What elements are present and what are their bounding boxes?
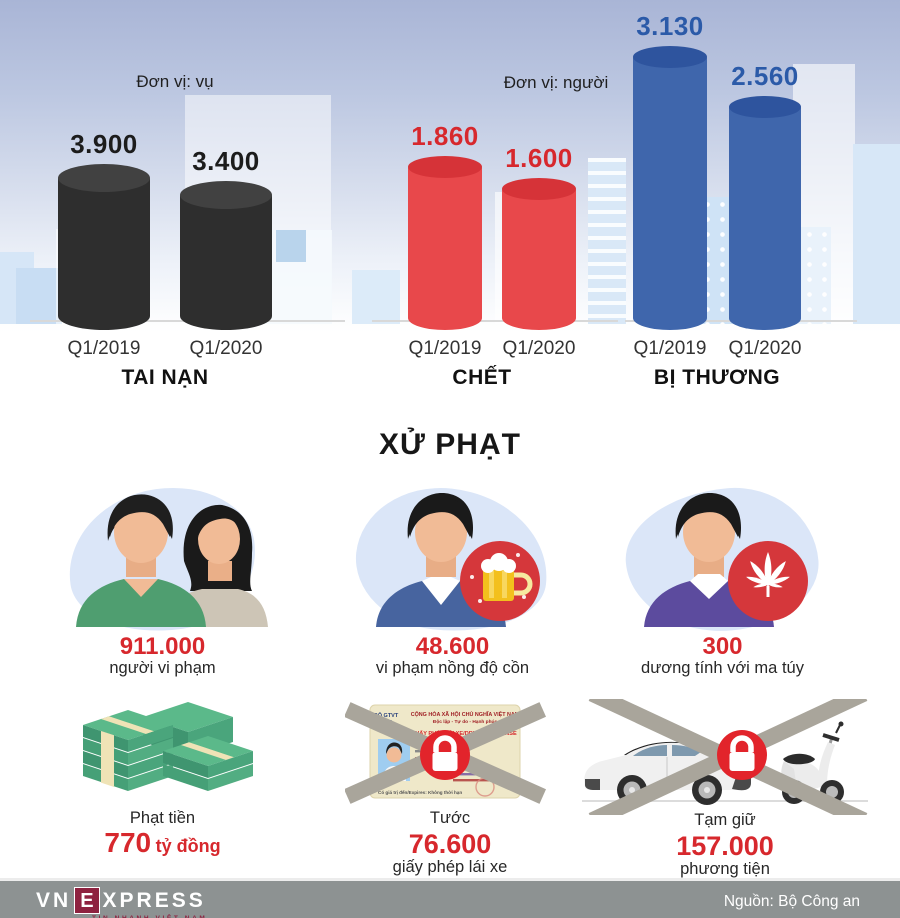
license-agency: BỘ GTVT bbox=[374, 711, 399, 719]
logo-xpress: XPRESS bbox=[102, 889, 206, 912]
bar-value: 1.600 bbox=[505, 143, 573, 173]
license-expiry: Có giá trị đến/Expires: Không thời hạn bbox=[378, 789, 462, 795]
building-shape bbox=[276, 230, 306, 262]
section-title: XỬ PHẠT bbox=[379, 428, 521, 461]
x-tick: Q1/2020 bbox=[189, 338, 263, 359]
fine-amount: 770 tỷ đồng bbox=[60, 827, 265, 859]
revoked-license-icon: BỘ GTVT MOT CỘNG HÒA XÃ HỘI CHỦ NGHĨA VI… bbox=[345, 702, 547, 804]
penalty-value: 300 bbox=[702, 633, 743, 660]
penalty-card-violators: 911.000 người vi phạm bbox=[59, 476, 268, 685]
unit-label-people: Đơn vị: người bbox=[503, 73, 609, 92]
penalty-card-alcohol: 48.600 vi phạm nồng độ cồn bbox=[349, 479, 555, 685]
bar-accidents-2020 bbox=[180, 181, 272, 330]
penalty-card-fines: Phạt tiền 770 tỷ đồng bbox=[60, 695, 265, 875]
couple-icon bbox=[75, 494, 268, 627]
penalty-label: người vi phạm bbox=[109, 659, 216, 677]
bar-value: 3.400 bbox=[192, 146, 260, 176]
axis-baseline bbox=[372, 320, 618, 322]
penalty-value: 76.600 bbox=[408, 829, 492, 859]
chart-section: Đơn vị: vụ Đơn vị: người 3.900 3.400 1.8… bbox=[0, 0, 900, 332]
drug-positive-icon bbox=[643, 493, 808, 627]
x-tick: Q1/2019 bbox=[408, 338, 482, 359]
building-shape bbox=[588, 158, 626, 324]
penalty-value: 157.000 bbox=[676, 831, 774, 861]
x-tick: Q1/2020 bbox=[502, 338, 576, 359]
logo-e-box: E bbox=[74, 887, 100, 914]
fine-value: 770 bbox=[104, 827, 152, 858]
lock-icon bbox=[717, 730, 767, 780]
penalty-label: vi phạm nồng độ cồn bbox=[375, 659, 530, 677]
chart-title-deaths: CHẾT bbox=[452, 366, 512, 389]
license-title: GIẤY PHÉP LÁI XE/DRIVER'S LICENSE bbox=[413, 729, 517, 737]
penalty-label: giấy phép lái xe bbox=[392, 858, 508, 876]
bar-value: 2.560 bbox=[731, 61, 799, 91]
penalty-label: phương tiện bbox=[680, 860, 770, 878]
penalty-title: Phạt tiền bbox=[129, 809, 196, 827]
beer-violation-icon bbox=[375, 493, 540, 627]
penalty-title: Tạm giữ bbox=[694, 811, 756, 829]
impounded-vehicles-icon bbox=[582, 699, 868, 815]
bar-value: 3.900 bbox=[70, 129, 138, 159]
chart-title-accidents: TAI NẠN bbox=[121, 366, 209, 389]
penalty-card-drugs: 300 dương tính với ma túy bbox=[620, 480, 825, 685]
building-shape bbox=[853, 144, 900, 324]
bar-value: 3.130 bbox=[636, 11, 704, 41]
source-credit: Nguồn: Bộ Công an bbox=[723, 893, 860, 910]
unit-label-cases: Đơn vị: vụ bbox=[136, 72, 214, 91]
license-motto: Độc lập - Tự do - Hạnh phúc bbox=[433, 719, 498, 725]
bar-deaths-2020 bbox=[502, 178, 576, 330]
logo-vn: VN bbox=[36, 889, 72, 912]
penalty-value: 911.000 bbox=[119, 633, 206, 660]
penalty-title: Tước bbox=[429, 809, 471, 827]
x-tick: Q1/2019 bbox=[633, 338, 707, 359]
logo-tagline: TIN NHANH VIỆT NAM bbox=[92, 915, 207, 918]
penalty-card-vehicles: Tạm giữ 157.000 phương tiện bbox=[580, 695, 870, 880]
money-stack-icon bbox=[82, 702, 253, 791]
x-tick: Q1/2019 bbox=[67, 338, 141, 359]
bar-value: 1.860 bbox=[411, 121, 479, 151]
building-shape bbox=[793, 64, 855, 324]
penalty-value: 48.600 bbox=[415, 633, 490, 660]
chart-title-injured: BỊ THƯƠNG bbox=[653, 366, 781, 389]
bar-injured-2020 bbox=[729, 96, 801, 330]
bar-injured-2019 bbox=[633, 46, 707, 330]
x-tick: Q1/2020 bbox=[728, 338, 802, 359]
bar-accidents-2019 bbox=[58, 164, 150, 330]
fine-unit: tỷ đồng bbox=[155, 836, 221, 856]
lock-icon bbox=[420, 730, 470, 780]
building-shape bbox=[16, 268, 62, 324]
bar-deaths-2019 bbox=[408, 156, 482, 330]
building-shape bbox=[352, 270, 400, 324]
penalty-card-licenses: BỘ GTVT MOT CỘNG HÒA XÃ HỘI CHỦ NGHĨA VI… bbox=[345, 695, 555, 880]
penalty-label: dương tính với ma túy bbox=[641, 659, 804, 677]
license-republic: CỘNG HÒA XÃ HỘI CHỦ NGHĨA VIỆT NAM bbox=[411, 710, 520, 718]
